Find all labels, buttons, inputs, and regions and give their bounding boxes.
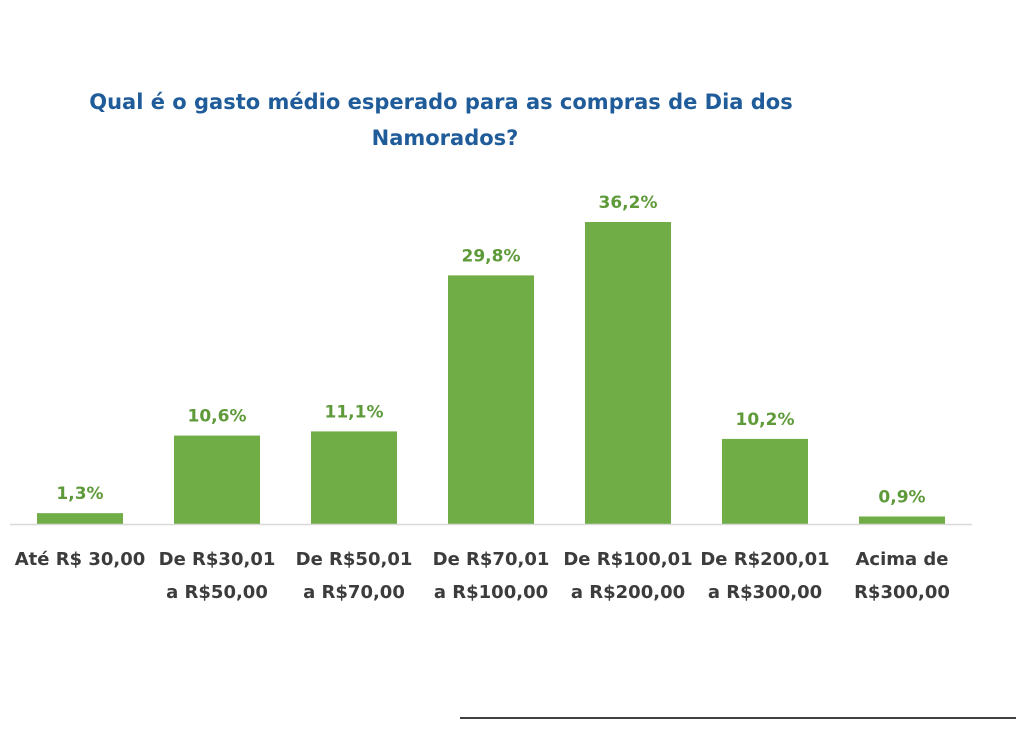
chart-title-line: Namorados? (372, 126, 519, 150)
data-label: 11,1% (325, 402, 384, 422)
x-tick-label: a R$100,00 (434, 582, 548, 603)
chart-title: Qual é o gasto médio esperado para as co… (89, 90, 792, 150)
x-tick-label: a R$200,00 (571, 582, 685, 603)
x-tick-label: a R$50,00 (166, 582, 268, 603)
x-tick-label: Até R$ 30,00 (15, 549, 146, 570)
x-axis-tick-labels: Até R$ 30,00 De R$30,01 a R$50,00 De R$50,0… (15, 549, 950, 603)
data-label: 0,9% (878, 487, 925, 507)
bar (311, 431, 397, 524)
bar-series (37, 222, 945, 524)
bar (859, 516, 945, 524)
chart-title-line: Qual é o gasto médio esperado para as co… (89, 90, 792, 114)
x-tick-label: R$300,00 (854, 582, 950, 603)
x-tick-label: De R$50,01 (296, 549, 413, 570)
data-label: 10,2% (736, 410, 795, 430)
x-tick-label: De R$200,01 (700, 549, 829, 570)
x-tick-label: De R$100,01 (563, 549, 692, 570)
bar (722, 438, 808, 524)
data-label: 10,6% (188, 407, 247, 427)
bar (174, 435, 260, 524)
x-tick-label: a R$300,00 (708, 582, 822, 603)
data-labels: 1,3% 10,6% 11,1% 29,8% 36,2% 10,2% 0,9% (56, 193, 925, 507)
x-tick-label: De R$70,01 (433, 549, 550, 570)
x-tick-label: De R$30,01 (159, 549, 276, 570)
x-tick-label: a R$70,00 (303, 582, 405, 603)
data-label: 36,2% (599, 193, 658, 213)
bar (448, 275, 534, 524)
data-label: 29,8% (462, 246, 521, 266)
bar (585, 222, 671, 524)
data-label: 1,3% (56, 484, 103, 504)
x-tick-label: Acima de (855, 549, 948, 570)
bar (37, 513, 123, 524)
